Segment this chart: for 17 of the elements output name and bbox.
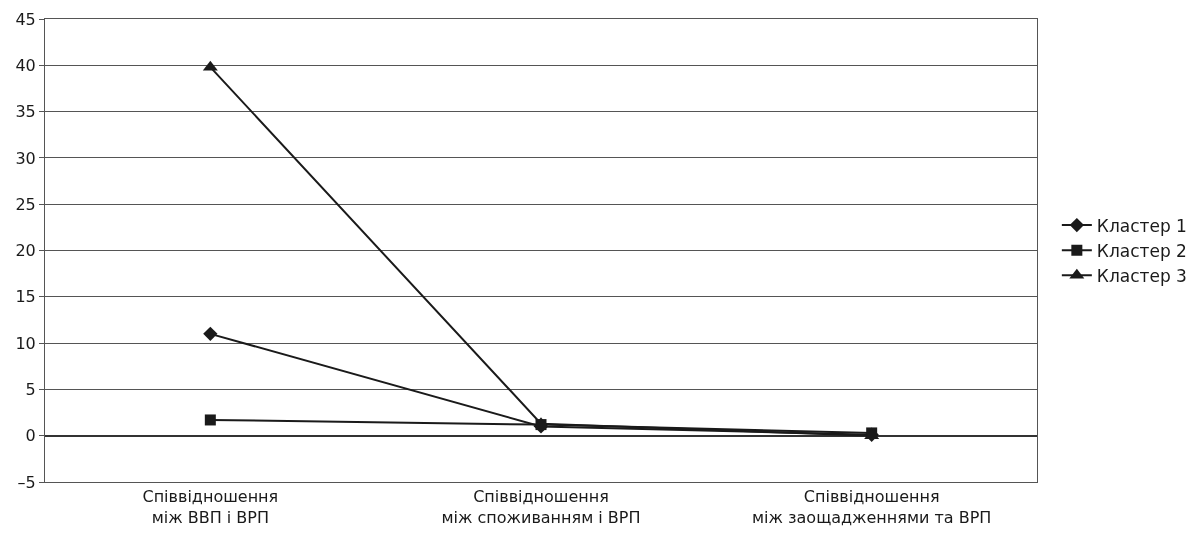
y-tick-label: 20 xyxy=(15,241,36,261)
legend-label: Кластер 2 xyxy=(1096,240,1187,261)
y-tick-label: –5 xyxy=(17,472,36,492)
legend-label: Кластер 3 xyxy=(1096,265,1187,286)
x-tick-label: Співвідношення між ВВП і ВРП xyxy=(142,487,279,527)
y-tick-label: 0 xyxy=(25,426,36,446)
y-tick-label: 40 xyxy=(15,55,36,75)
y-tick-label: 5 xyxy=(25,380,36,399)
y-tick-label: 10 xyxy=(15,333,36,353)
y-tick-label: 25 xyxy=(15,194,36,214)
x-tick-label: Співвідношення між заощадженнями та ВРП xyxy=(752,487,992,527)
y-tick-label: 45 xyxy=(15,9,36,29)
legend-label: Кластер 1 xyxy=(1096,215,1187,236)
y-tick-label: 35 xyxy=(15,102,36,122)
x-tick-label: Співвідношення між споживанням і ВРП xyxy=(441,487,641,527)
y-tick-label: 30 xyxy=(15,148,36,168)
y-tick-label: 15 xyxy=(15,287,36,307)
